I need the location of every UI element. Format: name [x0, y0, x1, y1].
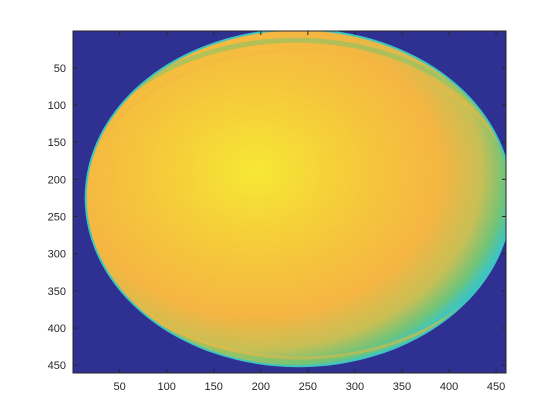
y-tick-label: 250	[48, 211, 66, 223]
disc-body	[86, 31, 506, 366]
y-tick-label: 350	[48, 286, 66, 298]
y-tick-label: 400	[48, 323, 66, 335]
y-tick-label: 100	[48, 100, 66, 112]
x-tick-label: 150	[205, 381, 223, 393]
y-tick-label: 450	[48, 360, 66, 372]
y-tick-label: 150	[48, 137, 66, 149]
crescent-band	[86, 37, 506, 363]
x-axis-ticks: 50 100 150 200 250 300 350 400 450	[113, 31, 505, 393]
y-tick-label: 300	[48, 249, 66, 261]
x-tick-label: 100	[157, 381, 175, 393]
x-tick-label: 400	[440, 381, 458, 393]
y-tick-label: 200	[48, 174, 66, 186]
x-tick-label: 350	[393, 381, 411, 393]
y-tick-label: 50	[54, 63, 66, 75]
x-tick-label: 250	[299, 381, 317, 393]
x-tick-label: 300	[346, 381, 364, 393]
x-tick-label: 200	[252, 381, 270, 393]
plot-area	[73, 31, 506, 373]
x-tick-label: 50	[113, 381, 125, 393]
x-tick-label: 450	[487, 381, 505, 393]
axes-box	[72, 30, 507, 374]
crescent-inner	[86, 48, 506, 360]
y-axis-ticks: 50 100 150 200 250 300 350 400 450	[48, 63, 506, 372]
